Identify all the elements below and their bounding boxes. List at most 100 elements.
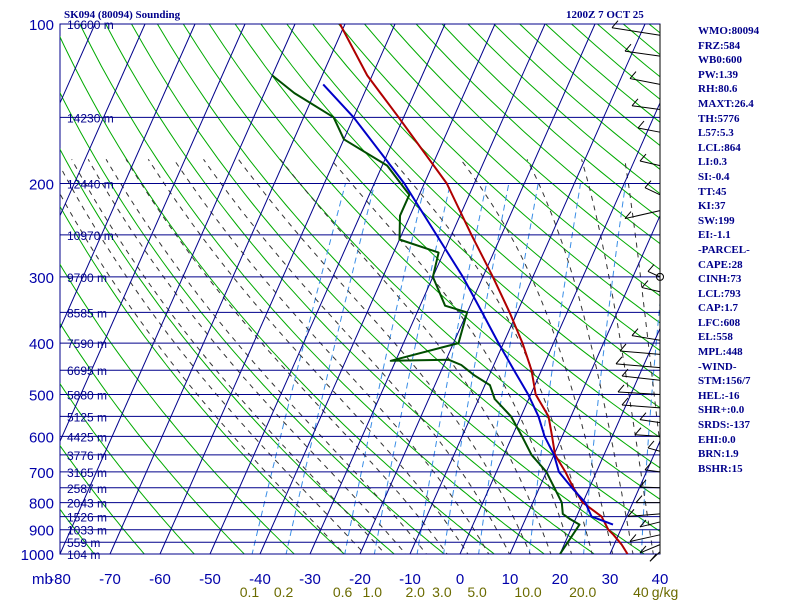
isotherm-line (509, 214, 660, 554)
mixing-ratio-label: 5.0 (467, 584, 487, 600)
height-label: 7590 m (67, 337, 107, 351)
mixing-ratio-line (285, 183, 376, 554)
wind-barb-flag (639, 153, 647, 162)
wind-barb (629, 78, 661, 85)
moist-adiabat-line (203, 159, 511, 554)
mixing-ratio-line (443, 183, 510, 554)
wind-barb-flag (624, 211, 632, 219)
temperature-tick-label: 10 (502, 571, 519, 588)
wind-barb-flag (644, 462, 652, 471)
temperature-tick-label: -10 (399, 571, 421, 588)
x-unit-label: mb (32, 571, 53, 588)
mixing-ratio-label: 40 (633, 584, 649, 600)
index-item: LCL:864 (698, 141, 741, 154)
wind-barb (621, 404, 661, 409)
isotherm-line (60, 24, 196, 330)
wind-barb (639, 419, 661, 424)
pressure-tick-label: 400 (29, 336, 54, 353)
height-label: 12440 m (67, 178, 114, 192)
wind-barb-flag (611, 20, 619, 29)
isotherm-line (60, 24, 146, 217)
temperature-tick-label: -80 (49, 571, 71, 588)
isotherm-line (309, 24, 546, 554)
index-item: PW:1.39 (698, 68, 739, 81)
height-label: 5880 m (67, 388, 107, 402)
height-label: 8585 m (67, 306, 107, 320)
wind-barb-flag (627, 509, 635, 517)
index-item: MPL:448 (698, 346, 743, 359)
plot-frame (59, 23, 661, 555)
wind-barb-flag (641, 280, 649, 288)
dry-adiabat-line (60, 382, 195, 554)
wind-barb-flag (647, 440, 655, 449)
isotherm-line (109, 24, 346, 554)
index-item: WB0:600 (698, 54, 742, 67)
mixing-ratio-line (528, 183, 581, 554)
height-label: 1033 m (67, 524, 107, 538)
mixing-ratio-label: g/kg (652, 584, 678, 600)
index-item: SW:199 (698, 214, 735, 227)
height-label: 3776 m (67, 449, 107, 463)
wind-barb-flag (639, 479, 647, 488)
pressure-tick-label: 800 (29, 496, 54, 513)
temperature-tick-label: 30 (602, 571, 619, 588)
temperature-tick-label: -20 (349, 571, 371, 588)
height-label: 5125 m (67, 410, 107, 424)
observation-time: 1200Z 7 OCT 25 (566, 9, 644, 21)
mixing-ratio-label: 0.6 (333, 584, 353, 600)
moist-adiabat-line (526, 159, 634, 554)
dry-adiabat-line (60, 508, 95, 554)
temperature-tick-label: -40 (249, 571, 271, 588)
index-item: SHR+:0.0 (698, 404, 745, 417)
wind-barb-flag (631, 328, 639, 336)
height-label: 4425 m (67, 430, 107, 444)
index-item: MAXT:26.4 (698, 97, 754, 110)
mixing-ratio-label: 0.1 (240, 584, 260, 600)
isotherm-line (409, 24, 646, 554)
wind-barb-flag (615, 356, 623, 365)
wind-barb (627, 513, 661, 517)
mixing-ratio-line (416, 183, 487, 554)
wind-barb-flag (639, 519, 647, 528)
height-label: 10970 m (67, 229, 114, 243)
stability-indices: WMO:80094 FRZ:584 WB0:600 PW:1.39 RH:80.6 MAX… (698, 24, 759, 476)
wind-barb-flag (621, 397, 629, 406)
mixing-ratio-line (640, 298, 660, 554)
wind-barb-flag (621, 368, 629, 377)
wind-barb (615, 363, 661, 369)
index-item: KI:37 (698, 200, 726, 213)
wind-barb (634, 434, 661, 437)
mixing-ratio-label: 1.0 (363, 584, 383, 600)
index-item: -PARCEL- (698, 243, 750, 256)
moist-adiabat-line (125, 159, 448, 554)
height-label: 1526 m (67, 511, 107, 525)
wind-barb-flag (629, 534, 637, 542)
index-item: SI:-0.4 (698, 170, 730, 183)
isotherm-line (159, 24, 396, 554)
height-label: 9700 m (67, 271, 107, 285)
mixing-ratio-line (478, 183, 539, 554)
index-item: TH:5776 (698, 112, 740, 125)
wind-barb-flag (631, 98, 639, 107)
station-title: SK094 (80094) Sounding (64, 9, 181, 21)
isotherm-line (259, 24, 496, 554)
wind-barb-flag (637, 120, 645, 129)
isotherm-line (559, 327, 660, 554)
wind-barb (637, 127, 661, 133)
index-item: EI:-1.1 (698, 229, 731, 242)
mixing-ratio-label: 20.0 (569, 584, 596, 600)
pressure-tick-label: 200 (29, 177, 54, 194)
index-item: EHI:0.0 (698, 433, 736, 446)
wind-barb-flag (624, 43, 632, 52)
index-item: WMO:80094 (698, 25, 760, 37)
wind-barbs (611, 20, 664, 562)
wind-barb (647, 271, 661, 278)
mixing-ratio-label: 2.0 (406, 584, 426, 600)
index-item: RH:80.6 (698, 83, 738, 96)
height-label: 3165 m (67, 466, 107, 480)
moist-adiabat-line (105, 159, 427, 554)
mixing-ratio-label: 3.0 (432, 584, 452, 600)
wind-barb (644, 187, 661, 196)
